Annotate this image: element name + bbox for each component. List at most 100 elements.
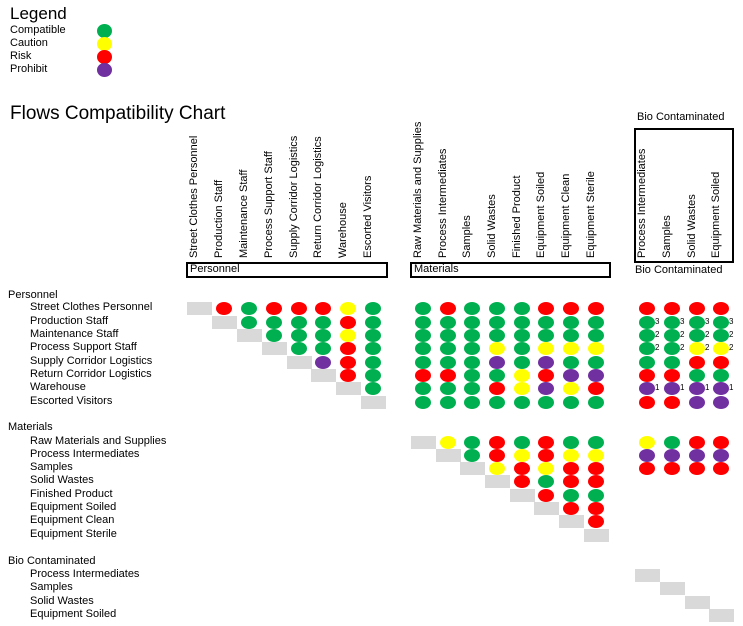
compat-dot-personnel-warehouse-x-bio-contaminated-samples xyxy=(664,382,680,395)
compat-dot-personnel-warehouse-x-materials-finished-product xyxy=(514,382,530,395)
self-cell-maintenance-staff xyxy=(237,329,262,342)
compat-dot-materials-raw-materials-and-supplies-x-materials-finished-product xyxy=(514,436,530,449)
group-box-materials: Materials xyxy=(410,262,611,278)
legend-dot-compatible xyxy=(97,24,112,38)
compat-dot-personnel-process-support-staff-x-materials-equipment-clean xyxy=(563,342,579,355)
compat-note-number: 2 xyxy=(655,343,660,352)
row-label-bio-contaminated-samples: Samples xyxy=(30,581,73,593)
compat-note-number: 3 xyxy=(729,317,734,326)
compat-dot-materials-process-intermediates-x-materials-equipment-soiled xyxy=(538,449,554,462)
compat-dot-personnel-supply-corridor-logistics-x-bio-contaminated-equipment-soiled xyxy=(713,356,729,369)
self-cell-solid-wastes xyxy=(485,475,510,488)
compat-dot-materials-samples-x-bio-contaminated-equipment-soiled xyxy=(713,462,729,475)
compat-note-number: 2 xyxy=(680,330,685,339)
compat-dot-personnel-warehouse-x-bio-contaminated-equipment-soiled xyxy=(713,382,729,395)
compat-dot-personnel-escorted-visitors-x-bio-contaminated-process-intermediates xyxy=(639,396,655,409)
compat-dot-personnel-supply-corridor-logistics-x-materials-solid-wastes xyxy=(489,356,505,369)
row-label-personnel-supply-corridor-logistics: Supply Corridor Logistics xyxy=(30,355,153,367)
self-cell-process-intermediates xyxy=(436,449,461,462)
compat-dot-personnel-escorted-visitors-x-materials-samples xyxy=(464,396,480,409)
compat-dot-materials-process-intermediates-x-materials-equipment-sterile xyxy=(588,449,604,462)
legend-label-risk: Risk xyxy=(10,50,32,62)
column-label-materials-process-intermediates: Process Intermediates xyxy=(437,148,449,258)
compat-dot-personnel-street-clothes-personnel-x-personnel-warehouse xyxy=(340,302,356,315)
compat-dot-materials-raw-materials-and-supplies-x-materials-solid-wastes xyxy=(489,436,505,449)
compat-dot-personnel-process-support-staff-x-personnel-return-corridor-logistics xyxy=(315,342,331,355)
compat-dot-personnel-supply-corridor-logistics-x-materials-finished-product xyxy=(514,356,530,369)
compat-dot-materials-process-intermediates-x-materials-samples xyxy=(464,449,480,462)
compat-dot-personnel-return-corridor-logistics-x-materials-equipment-soiled xyxy=(538,369,554,382)
compat-dot-materials-raw-materials-and-supplies-x-materials-equipment-soiled xyxy=(538,436,554,449)
compat-dot-personnel-process-support-staff-x-personnel-escorted-visitors xyxy=(365,342,381,355)
row-label-personnel-escorted-visitors: Escorted Visitors xyxy=(30,395,113,407)
compat-dot-personnel-maintenance-staff-x-personnel-escorted-visitors xyxy=(365,329,381,342)
compat-dot-personnel-street-clothes-personnel-x-personnel-supply-corridor-logistics xyxy=(291,302,307,315)
compat-dot-personnel-street-clothes-personnel-x-materials-raw-materials-and-supplies xyxy=(415,302,431,315)
compat-dot-personnel-process-support-staff-x-materials-equipment-sterile xyxy=(588,342,604,355)
compat-dot-personnel-maintenance-staff-x-bio-contaminated-process-intermediates xyxy=(639,329,655,342)
compat-dot-materials-raw-materials-and-supplies-x-bio-contaminated-equipment-soiled xyxy=(713,436,729,449)
compat-dot-materials-samples-x-materials-equipment-sterile xyxy=(588,462,604,475)
compat-dot-materials-raw-materials-and-supplies-x-bio-contaminated-solid-wastes xyxy=(689,436,705,449)
compat-dot-personnel-maintenance-staff-x-personnel-process-support-staff xyxy=(266,329,282,342)
column-label-personnel-warehouse: Warehouse xyxy=(337,202,349,258)
compat-dot-materials-samples-x-bio-contaminated-solid-wastes xyxy=(689,462,705,475)
column-label-materials-samples: Samples xyxy=(461,215,473,258)
self-cell-return-corridor-logistics xyxy=(311,369,336,382)
legend-dot-risk xyxy=(97,50,112,64)
compat-dot-materials-samples-x-materials-finished-product xyxy=(514,462,530,475)
compat-dot-personnel-maintenance-staff-x-personnel-warehouse xyxy=(340,329,356,342)
compat-dot-personnel-return-corridor-logistics-x-materials-process-intermediates xyxy=(440,369,456,382)
compat-note-number: 2 xyxy=(655,330,660,339)
compat-dot-personnel-street-clothes-personnel-x-bio-contaminated-solid-wastes xyxy=(689,302,705,315)
compat-dot-personnel-maintenance-staff-x-materials-samples xyxy=(464,329,480,342)
compat-dot-materials-raw-materials-and-supplies-x-bio-contaminated-samples xyxy=(664,436,680,449)
compat-dot-materials-raw-materials-and-supplies-x-materials-samples xyxy=(464,436,480,449)
compat-note-number: 2 xyxy=(729,343,734,352)
self-cell-samples xyxy=(660,582,685,595)
compat-dot-personnel-return-corridor-logistics-x-bio-contaminated-samples xyxy=(664,369,680,382)
compat-dot-materials-raw-materials-and-supplies-x-bio-contaminated-process-intermediates xyxy=(639,436,655,449)
row-label-materials-equipment-sterile: Equipment Sterile xyxy=(30,528,117,540)
row-label-personnel-street-clothes-personnel: Street Clothes Personnel xyxy=(30,301,153,313)
compat-dot-materials-solid-wastes-x-materials-equipment-soiled xyxy=(538,475,554,488)
compat-dot-materials-process-intermediates-x-materials-equipment-clean xyxy=(563,449,579,462)
compat-dot-personnel-street-clothes-personnel-x-bio-contaminated-samples xyxy=(664,302,680,315)
compat-dot-personnel-maintenance-staff-x-materials-equipment-sterile xyxy=(588,329,604,342)
legend-label-prohibit: Prohibit xyxy=(10,63,48,75)
compat-note-number: 2 xyxy=(729,330,734,339)
compat-dot-personnel-maintenance-staff-x-materials-finished-product xyxy=(514,329,530,342)
compat-dot-personnel-return-corridor-logistics-x-materials-equipment-sterile xyxy=(588,369,604,382)
self-cell-equipment-soiled xyxy=(534,502,559,515)
compat-dot-personnel-process-support-staff-x-bio-contaminated-samples xyxy=(664,342,680,355)
compat-dot-personnel-production-staff-x-personnel-warehouse xyxy=(340,316,356,329)
compat-dot-materials-process-intermediates-x-materials-finished-product xyxy=(514,449,530,462)
legend-label-caution: Caution xyxy=(10,37,48,49)
row-label-bio-contaminated-process-intermediates: Process Intermediates xyxy=(30,568,140,580)
compat-dot-personnel-production-staff-x-bio-contaminated-solid-wastes xyxy=(689,316,705,329)
group-box-bio xyxy=(634,128,734,263)
compat-dot-personnel-supply-corridor-logistics-x-materials-equipment-clean xyxy=(563,356,579,369)
compat-dot-personnel-production-staff-x-bio-contaminated-equipment-soiled xyxy=(713,316,729,329)
compat-dot-personnel-street-clothes-personnel-x-materials-equipment-clean xyxy=(563,302,579,315)
compat-dot-personnel-production-staff-x-materials-raw-materials-and-supplies xyxy=(415,316,431,329)
compat-note-number: 1 xyxy=(655,383,660,392)
compat-dot-personnel-supply-corridor-logistics-x-materials-equipment-soiled xyxy=(538,356,554,369)
row-label-personnel-process-support-staff: Process Support Staff xyxy=(30,341,137,353)
compat-dot-personnel-return-corridor-logistics-x-bio-contaminated-process-intermediates xyxy=(639,369,655,382)
compat-dot-personnel-street-clothes-personnel-x-materials-equipment-soiled xyxy=(538,302,554,315)
compat-dot-materials-equipment-soiled-x-materials-equipment-clean xyxy=(563,502,579,515)
compat-dot-personnel-return-corridor-logistics-x-materials-equipment-clean xyxy=(563,369,579,382)
row-label-bio-contaminated-solid-wastes: Solid Wastes xyxy=(30,595,94,607)
row-label-materials-solid-wastes: Solid Wastes xyxy=(30,474,94,486)
compat-dot-personnel-escorted-visitors-x-materials-process-intermediates xyxy=(440,396,456,409)
compat-dot-personnel-warehouse-x-materials-raw-materials-and-supplies xyxy=(415,382,431,395)
compat-dot-personnel-escorted-visitors-x-materials-solid-wastes xyxy=(489,396,505,409)
self-cell-solid-wastes xyxy=(685,596,710,609)
self-cell-warehouse xyxy=(336,382,361,395)
column-label-personnel-maintenance-staff: Maintenance Staff xyxy=(238,169,250,258)
legend-label-compatible: Compatible xyxy=(10,24,66,36)
compat-dot-personnel-street-clothes-personnel-x-materials-process-intermediates xyxy=(440,302,456,315)
compat-dot-personnel-production-staff-x-materials-equipment-clean xyxy=(563,316,579,329)
row-label-materials-process-intermediates: Process Intermediates xyxy=(30,448,140,460)
